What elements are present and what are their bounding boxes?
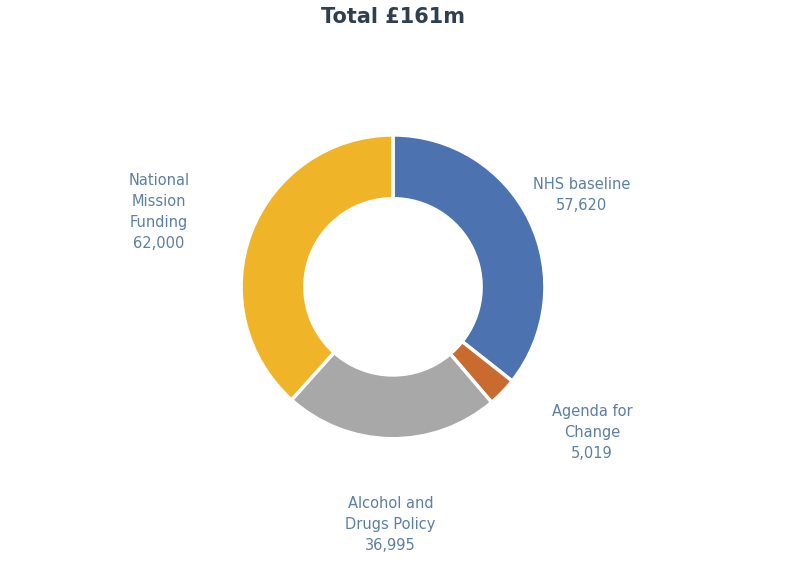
Text: Alcohol and
Drugs Policy
36,995: Alcohol and Drugs Policy 36,995 (345, 496, 435, 553)
Title: Total £161m: Total £161m (321, 7, 465, 27)
Wedge shape (450, 341, 512, 402)
Wedge shape (292, 352, 491, 439)
Text: National
Mission
Funding
62,000: National Mission Funding 62,000 (128, 173, 189, 251)
Text: NHS baseline
57,620: NHS baseline 57,620 (533, 177, 630, 214)
Text: Agenda for
Change
5,019: Agenda for Change 5,019 (552, 404, 632, 461)
Wedge shape (241, 135, 393, 400)
Wedge shape (393, 135, 545, 381)
